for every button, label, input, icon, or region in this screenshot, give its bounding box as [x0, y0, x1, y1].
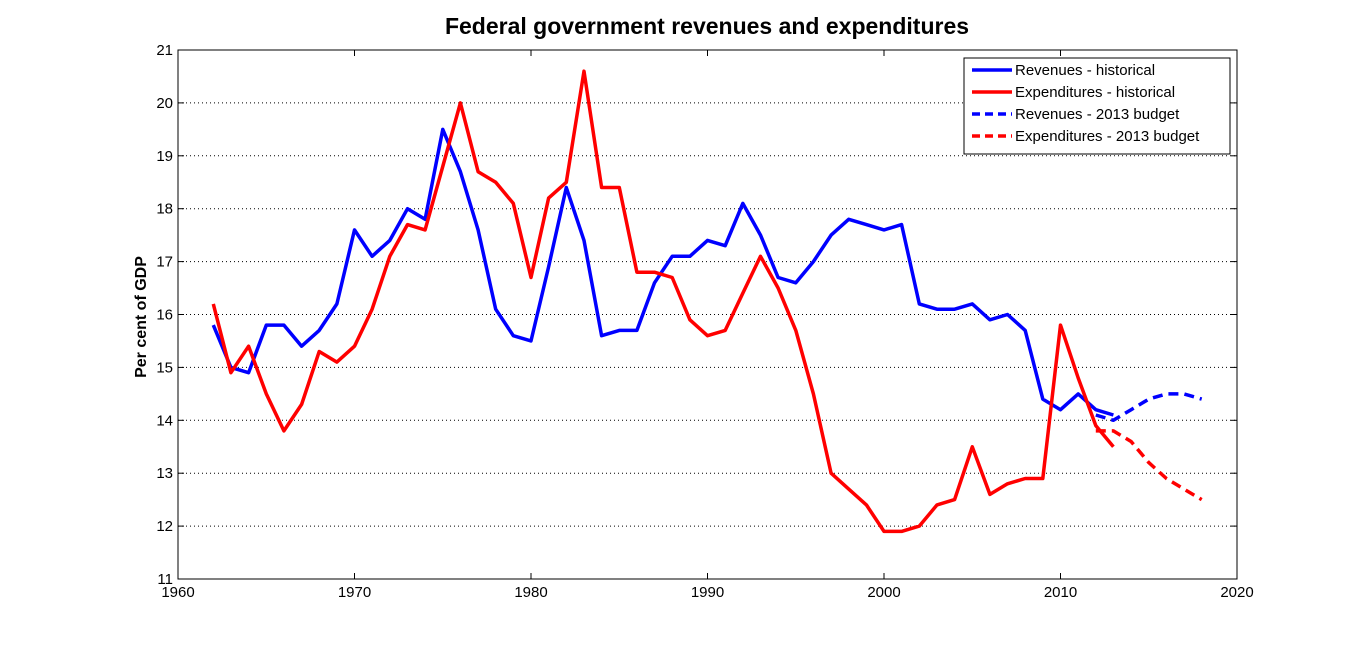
- y-tick-label: 14: [156, 412, 173, 429]
- y-tick-label: 17: [156, 254, 173, 271]
- y-tick-label: 19: [156, 148, 173, 165]
- x-tick-label: 1980: [514, 584, 547, 601]
- series-line-2: [1095, 392, 1203, 423]
- y-tick-label: 13: [156, 465, 173, 482]
- x-tick-label: 1970: [338, 584, 371, 601]
- x-tick-label: 2020: [1220, 584, 1253, 601]
- gridlines: [178, 102, 1237, 527]
- series-line-3: [1095, 429, 1203, 502]
- legend-box: [963, 57, 1231, 155]
- x-tick-label: 2010: [1044, 584, 1077, 601]
- chart-title: Federal government revenues and expendit…: [445, 13, 969, 39]
- legend: Revenues - historical Expenditures - hist…: [963, 57, 1231, 155]
- y-tick-label: 20: [156, 95, 173, 112]
- y-tick-label: 15: [156, 359, 173, 376]
- series-lines: [211, 69, 1203, 534]
- y-tick-label: 16: [156, 307, 173, 324]
- legend-label-1: Expenditures - historical: [1015, 84, 1175, 101]
- axis-ticks: 11 12 13 14 15 16 17 18 19 20 21 1960 1970 1980 1990 20…: [156, 42, 1253, 601]
- series-line-1: [211, 69, 1115, 534]
- x-tick-label: 1990: [691, 584, 724, 601]
- legend-label-3: Expenditures - 2013 budget: [1015, 128, 1200, 145]
- series-line-0: [211, 127, 1114, 417]
- y-tick-label: 11: [157, 571, 173, 588]
- x-tick-label: 2000: [867, 584, 900, 601]
- y-axis-label: Per cent of GDP: [133, 256, 150, 378]
- y-tick-label: 12: [156, 518, 173, 535]
- y-tick-label: 21: [156, 42, 173, 59]
- legend-label-0: Revenues - historical: [1015, 62, 1155, 79]
- legend-label-2: Revenues - 2013 budget: [1015, 106, 1180, 123]
- y-tick-label: 18: [156, 201, 173, 218]
- x-tick-label: 1960: [161, 584, 194, 601]
